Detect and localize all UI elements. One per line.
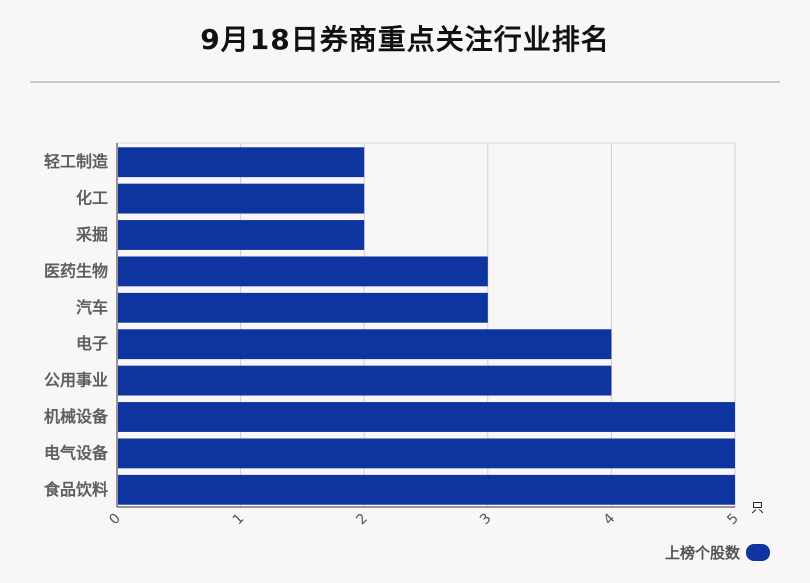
bar	[118, 256, 488, 287]
x-unit-label: 只	[751, 501, 764, 516]
x-tick-labels: 0 1 2 3 4 5	[106, 510, 742, 528]
category-label: 食品饮料	[43, 480, 108, 499]
bar	[118, 292, 488, 323]
legend-swatch	[746, 544, 770, 561]
bar	[118, 402, 735, 432]
category-label: 机械设备	[44, 407, 109, 426]
x-tick-label: 2	[353, 511, 371, 529]
legend: 上榜个股数	[665, 542, 770, 563]
x-tick-label: 5	[724, 511, 742, 529]
category-label: 采掘	[75, 225, 108, 244]
x-tick-label: 1	[230, 511, 248, 529]
category-label: 轻工制造	[44, 152, 109, 171]
bar	[118, 474, 735, 505]
bar	[118, 220, 365, 250]
bar	[118, 147, 365, 178]
x-tick-label: 4	[601, 510, 619, 528]
bar	[118, 329, 612, 360]
category-label: 电子	[76, 334, 108, 353]
x-tick-label: 0	[106, 511, 124, 529]
category-label: 公用事业	[44, 371, 108, 390]
title-divider	[30, 81, 780, 83]
bar	[118, 365, 612, 396]
chart-title: 9月18日券商重点关注行业排名	[200, 23, 610, 56]
category-label: 医药生物	[44, 261, 108, 280]
bars	[118, 147, 735, 505]
category-label: 化工	[76, 189, 108, 208]
bar	[118, 438, 735, 469]
category-label: 电气设备	[44, 443, 109, 462]
bar	[118, 183, 365, 214]
legend-label: 上榜个股数	[664, 544, 740, 562]
x-tick-label: 3	[477, 511, 495, 529]
category-label: 汽车	[76, 298, 108, 317]
